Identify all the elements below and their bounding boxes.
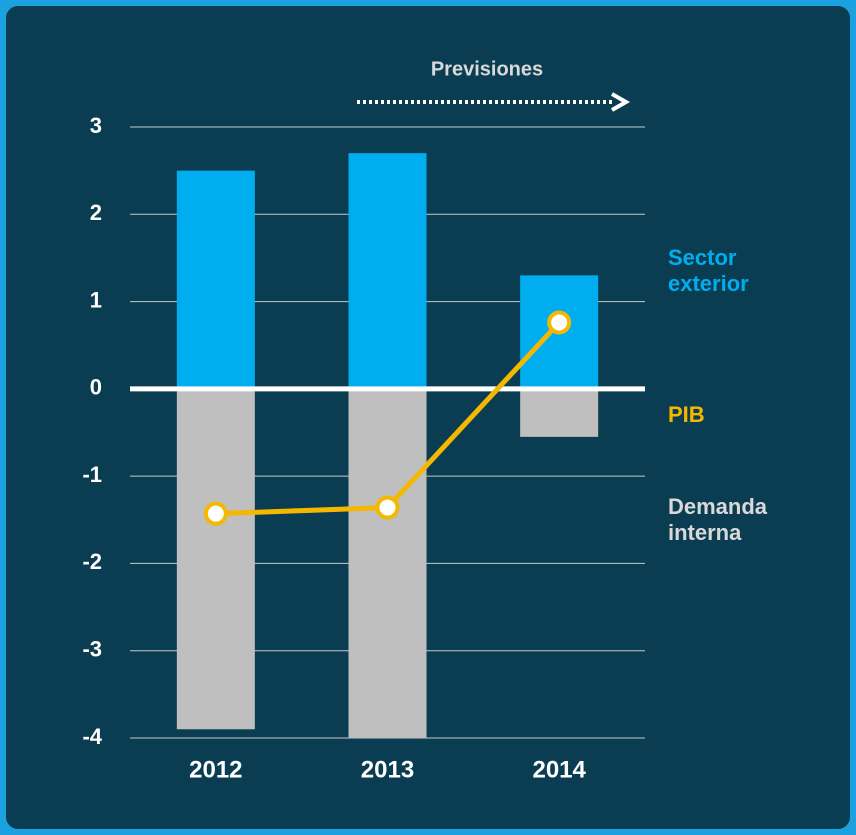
bar bbox=[348, 388, 427, 738]
legend-label: Sector exterior bbox=[668, 245, 749, 296]
marker bbox=[375, 495, 400, 520]
x-tick-label: 2013 bbox=[361, 756, 414, 783]
annotation: Previsiones bbox=[431, 58, 543, 80]
bar bbox=[176, 388, 255, 730]
y-tick-label: 0 bbox=[90, 375, 102, 400]
bar bbox=[520, 388, 599, 437]
x-tick-label: 2014 bbox=[532, 756, 586, 783]
legend-label: Demanda interna bbox=[668, 494, 768, 545]
marker bbox=[547, 310, 572, 335]
bar bbox=[348, 153, 427, 389]
y-tick-label: 1 bbox=[90, 287, 102, 312]
arrow-head bbox=[611, 92, 631, 112]
y-tick-label: -1 bbox=[82, 462, 102, 487]
legend-label: PIB bbox=[668, 402, 705, 427]
y-tick-label: -2 bbox=[82, 549, 102, 574]
y-tick-label: -4 bbox=[82, 724, 102, 749]
marker bbox=[203, 501, 228, 526]
y-tick-label: -3 bbox=[82, 637, 102, 662]
x-tick-label: 2012 bbox=[189, 756, 242, 783]
y-tick-label: 2 bbox=[90, 200, 102, 225]
y-tick-label: 3 bbox=[90, 113, 102, 138]
bar bbox=[176, 170, 255, 389]
